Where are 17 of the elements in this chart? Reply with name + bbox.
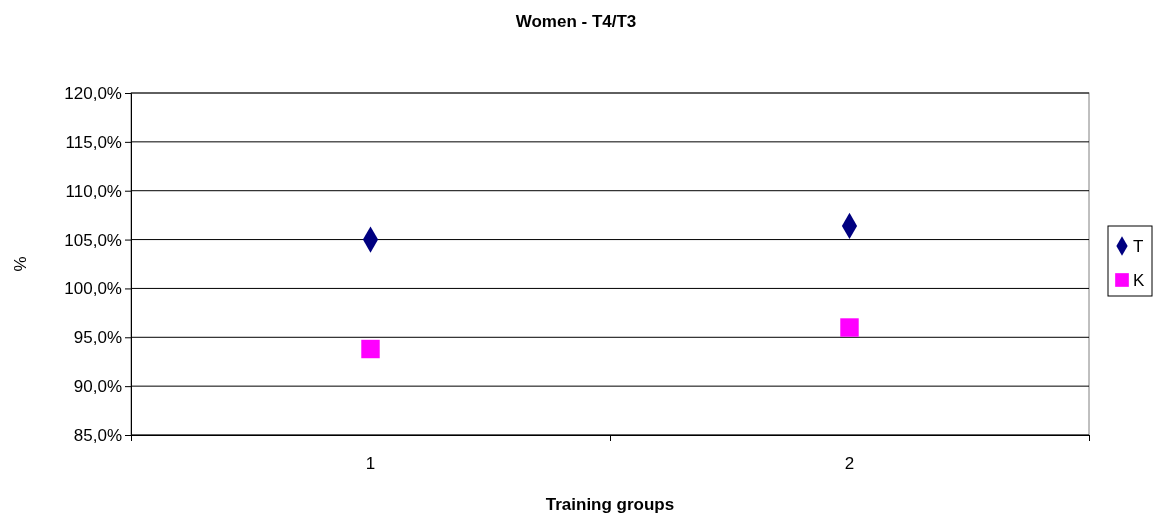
y-tick-label: 110,0% [65, 181, 122, 201]
y-tick-label: 100,0% [64, 279, 122, 299]
x-axis-title: Training groups [545, 495, 675, 514]
legend-label: T [1133, 237, 1144, 256]
y-tick-label: 85,0% [73, 425, 122, 445]
point [361, 339, 380, 359]
legend-label: K [1133, 271, 1145, 290]
y-tick-label: 115,0% [65, 132, 122, 152]
y-tick-label: 105,0% [64, 230, 122, 250]
y-tick-label: 90,0% [73, 377, 122, 397]
point [840, 318, 859, 337]
x-tick-label: 1 [365, 454, 376, 473]
chart-title: Women - T4/T3 [515, 12, 637, 31]
x-tick-label: 2 [844, 454, 855, 473]
y-tick-label: 120,0% [64, 83, 122, 103]
y-axis-title: % [11, 256, 30, 272]
y-tick-label: 95,0% [73, 328, 122, 348]
